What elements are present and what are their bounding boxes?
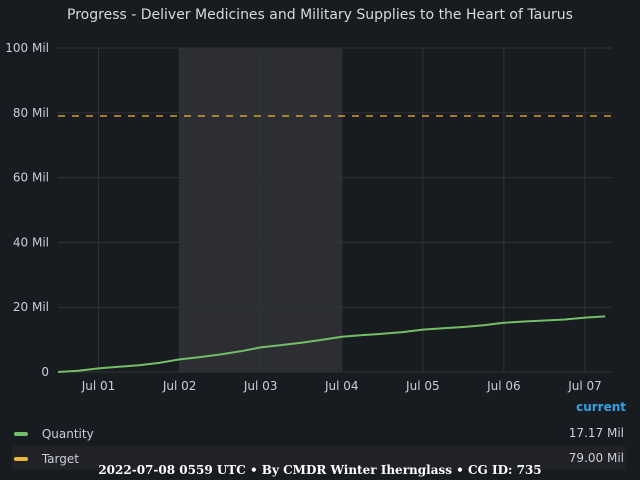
legend-value-target: 79.00 Mil	[568, 451, 624, 465]
y-tick-label: 0	[41, 365, 49, 379]
y-axis: 0 20 Mil 40 Mil 60 Mil 80 Mil 100 Mil	[5, 41, 49, 379]
x-tick-label: Jul 04	[324, 379, 359, 393]
y-tick-label: 100 Mil	[5, 41, 49, 55]
chart-title: Progress - Deliver Medicines and Militar…	[67, 7, 573, 23]
legend-label-quantity: Quantity	[41, 426, 94, 441]
legend-label-target: Target	[41, 451, 79, 466]
y-tick-label: 80 Mil	[13, 106, 49, 120]
x-tick-label: Jul 05	[405, 379, 440, 393]
legend-item-quantity[interactable]: Quantity 17.17 Mil	[12, 421, 626, 445]
grid-layer	[58, 47, 612, 373]
x-tick-label: Jul 06	[486, 379, 521, 393]
legend-header-current[interactable]: current	[576, 400, 626, 414]
x-tick-label: Jul 02	[162, 379, 197, 393]
quantity-swatch	[14, 431, 28, 436]
footer-caption: 2022-07-08 0559 UTC • By CMDR Winter Ihe…	[98, 463, 542, 477]
series-layer	[57, 115, 612, 373]
target-swatch	[14, 456, 28, 461]
series-line-quantity	[57, 315, 606, 373]
y-tick-label: 20 Mil	[13, 300, 49, 314]
legend-value-quantity: 17.17 Mil	[568, 426, 624, 440]
x-tick-label: Jul 07	[567, 379, 602, 393]
y-tick-label: 40 Mil	[13, 235, 49, 249]
legend-item-target[interactable]: Target 79.00 Mil	[12, 446, 626, 470]
x-tick-label: Jul 03	[243, 379, 278, 393]
x-axis: Jul 01 Jul 02 Jul 03 Jul 04 Jul 05 Jul 06 Jul …	[81, 379, 602, 393]
x-tick-label: Jul 01	[81, 379, 116, 393]
y-tick-label: 60 Mil	[13, 171, 49, 185]
